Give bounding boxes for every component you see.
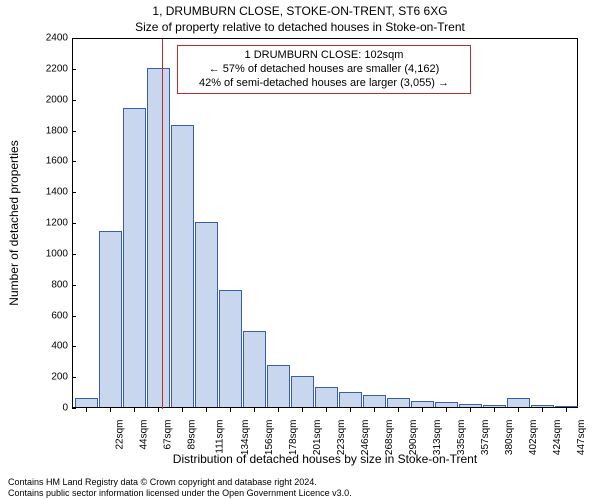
x-tick-mark [470, 408, 471, 412]
x-tick-label: 44sqm [139, 420, 150, 450]
x-tick-mark [494, 408, 495, 412]
x-tick-mark [374, 408, 375, 412]
histogram-bar [291, 376, 314, 407]
x-tick-mark [182, 408, 183, 412]
histogram-bar [123, 108, 146, 407]
x-tick-mark [446, 408, 447, 412]
y-tick-label: 2400 [40, 33, 68, 44]
y-tick-label: 1000 [40, 248, 68, 259]
x-tick-mark [350, 408, 351, 412]
y-tick-label: 600 [40, 310, 68, 321]
chart-container: { "title": "1, DRUMBURN CLOSE, STOKE-ON-… [0, 0, 600, 500]
x-tick-label: 447sqm [576, 420, 587, 456]
x-tick-label: 357sqm [480, 420, 491, 456]
x-tick-mark [206, 408, 207, 412]
histogram-bar [339, 392, 362, 407]
histogram-bar [435, 402, 458, 407]
x-tick-label: 313sqm [432, 420, 443, 456]
annotation-line: 42% of semi-detached houses are larger (… [184, 77, 464, 91]
x-tick-mark [518, 408, 519, 412]
x-tick-label: 246sqm [360, 420, 371, 456]
x-tick-mark [158, 408, 159, 412]
x-tick-label: 223sqm [336, 420, 347, 456]
histogram-bar [267, 365, 290, 407]
x-tick-mark [134, 408, 135, 412]
histogram-bar [363, 395, 386, 407]
x-tick-label: 402sqm [528, 420, 539, 456]
attribution: Contains HM Land Registry data © Crown c… [8, 477, 352, 498]
y-tick-label: 2200 [40, 63, 68, 74]
histogram-bar [387, 398, 410, 407]
chart-title: 1, DRUMBURN CLOSE, STOKE-ON-TRENT, ST6 6… [0, 4, 600, 18]
histogram-bar [555, 406, 578, 407]
x-tick-label: 111sqm [215, 420, 226, 454]
histogram-bar [99, 231, 122, 407]
reference-marker-line [162, 39, 163, 409]
x-tick-label: 335sqm [456, 420, 467, 456]
y-axis: 0200400600800100012001400160018002000220… [40, 38, 72, 408]
x-tick-label: 178sqm [288, 420, 299, 456]
x-tick-mark [254, 408, 255, 412]
y-tick-label: 1800 [40, 125, 68, 136]
annotation-line: 1 DRUMBURN CLOSE: 102sqm [184, 49, 464, 63]
x-tick-label: 156sqm [264, 420, 275, 456]
chart-subtitle: Size of property relative to detached ho… [0, 20, 600, 34]
histogram-bar [171, 125, 194, 407]
x-tick-mark [566, 408, 567, 412]
histogram-bar [315, 387, 338, 407]
histogram-bar [147, 68, 170, 407]
x-axis-title: Distribution of detached houses by size … [72, 452, 578, 466]
y-tick-label: 2000 [40, 94, 68, 105]
x-tick-label: 424sqm [552, 420, 563, 456]
x-tick-label: 89sqm [187, 420, 198, 450]
histogram-bar [507, 398, 530, 407]
histogram-bar [531, 405, 554, 407]
y-tick-label: 1200 [40, 218, 68, 229]
histogram-bar [75, 398, 98, 407]
x-tick-mark [326, 408, 327, 412]
histogram-bar [243, 331, 266, 407]
attribution-line-2: Contains public sector information licen… [8, 488, 352, 498]
x-tick-label: 380sqm [504, 420, 515, 456]
x-tick-mark [110, 408, 111, 412]
x-tick-mark [422, 408, 423, 412]
y-tick-label: 200 [40, 372, 68, 383]
x-tick-label: 201sqm [312, 420, 323, 456]
y-tick-label: 800 [40, 279, 68, 290]
x-tick-mark [398, 408, 399, 412]
y-axis-title: Number of detached properties [7, 140, 21, 305]
plot-area: 1 DRUMBURN CLOSE: 102sqm← 57% of detache… [72, 38, 578, 408]
y-tick-label: 1400 [40, 187, 68, 198]
x-tick-label: 22sqm [115, 420, 126, 450]
histogram-bar [483, 405, 506, 407]
annotation-line: ← 57% of detached houses are smaller (4,… [184, 63, 464, 77]
y-tick-label: 1600 [40, 156, 68, 167]
histogram-bar [411, 401, 434, 407]
histogram-bar [459, 404, 482, 407]
annotation-box: 1 DRUMBURN CLOSE: 102sqm← 57% of detache… [177, 45, 471, 94]
attribution-line-1: Contains HM Land Registry data © Crown c… [8, 477, 352, 487]
y-tick-label: 0 [40, 403, 68, 414]
x-tick-mark [86, 408, 87, 412]
x-tick-mark [278, 408, 279, 412]
x-tick-mark [302, 408, 303, 412]
x-tick-label: 67sqm [163, 420, 174, 450]
x-tick-label: 290sqm [408, 420, 419, 456]
histogram-bar [219, 290, 242, 407]
y-tick-label: 400 [40, 341, 68, 352]
x-tick-label: 268sqm [384, 420, 395, 456]
x-tick-label: 134sqm [240, 420, 251, 456]
histogram-bar [195, 222, 218, 407]
x-tick-mark [230, 408, 231, 412]
x-tick-mark [542, 408, 543, 412]
